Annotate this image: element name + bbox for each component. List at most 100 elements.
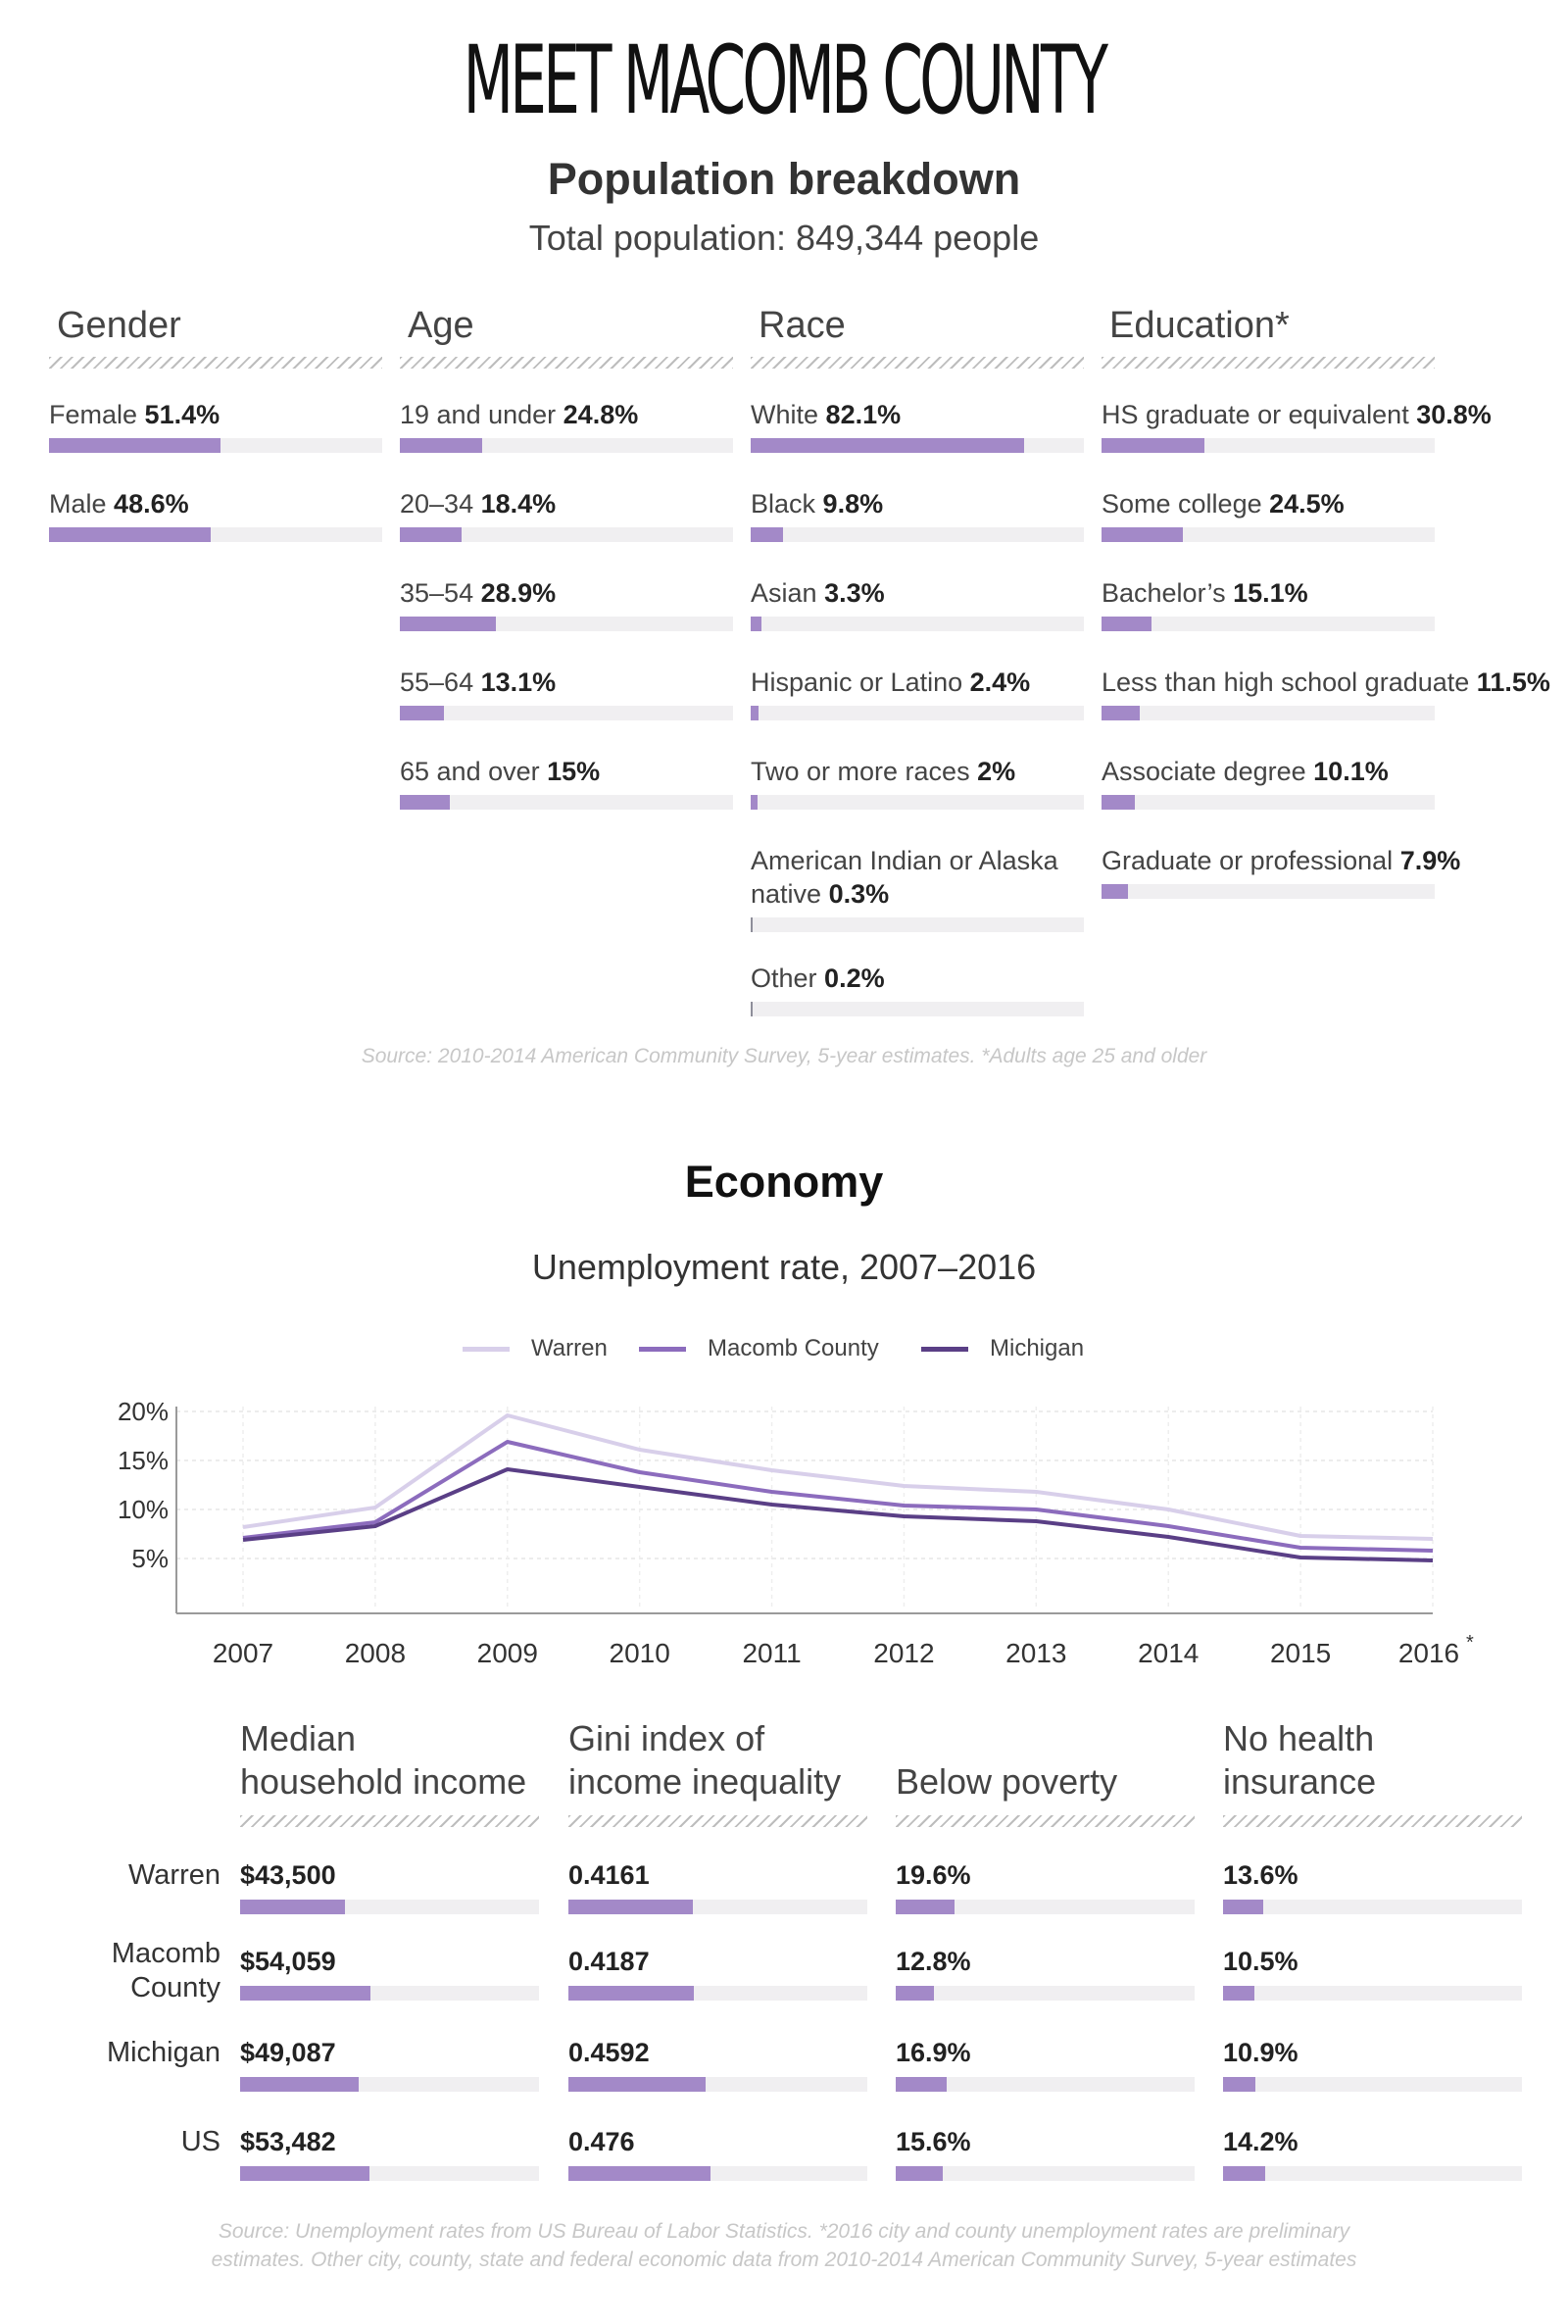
bar-fill [751,795,758,810]
bar-fill [1102,527,1184,542]
header-line: Below poverty [896,1761,1118,1802]
cell-value: 10.9% [1223,2038,1298,2067]
header-line: income inequality [568,1761,842,1802]
bar-fill [751,617,762,631]
x-tick-label: 2011 [742,1638,801,1668]
bar-track [240,2166,539,2181]
bar-fill [751,917,753,932]
row-label-line: Michigan [106,2037,220,2068]
bar-fill [1223,1986,1255,2001]
bar-fill [1102,617,1152,631]
legend-swatch-warren [463,1347,510,1353]
bar-track [896,1900,1195,1914]
stat-label: 65 and over 15% [400,755,733,788]
series-line-warren [242,1413,1434,1541]
table-cell: 0.476 [568,2125,867,2181]
bar-track [751,795,1084,810]
stat-label: Two or more races 2% [751,755,1084,788]
bar-fill [896,1986,935,2001]
column-header: Race [759,305,846,346]
stat-category: Some college [1102,489,1262,519]
bar-track [1102,617,1435,631]
stat-category: 20–34 [400,489,474,519]
stat-value: 24.5% [1269,489,1345,519]
cell-value: 16.9% [896,2038,971,2067]
stat-category: Associate degree [1102,757,1306,786]
stat-value: 51.4% [144,400,220,429]
y-tick-label: 20% [118,1397,169,1426]
stat-row: Less than high school graduate 11.5% [1102,666,1550,755]
stat-label: Black 9.8% [751,487,1084,520]
stat-row: Graduate or professional 7.9% [1102,844,1460,933]
bar-track [896,2166,1195,2181]
bar-fill [751,706,760,720]
stat-label: Associate degree 10.1% [1102,755,1435,788]
row-label-line: Warren [128,1859,220,1891]
column-header: Education* [1109,305,1290,346]
bar-fill [568,2077,707,2092]
stat-category: Less than high school graduate [1102,668,1470,697]
bar-fill [568,1986,694,2001]
y-tick-label: 15% [118,1446,169,1475]
stat-category: Male [49,489,107,519]
cell-value: $49,087 [240,2038,336,2067]
bar-fill [240,1900,345,1914]
stat-row: 35–54 28.9% [400,576,733,666]
stat-category: Other [751,964,817,993]
legend-label: Michigan [990,1335,1085,1361]
y-tick-label: 10% [118,1495,169,1524]
bar-track [751,438,1084,453]
stat-category: 55–64 [400,668,474,697]
stat-row: 19 and under 24.8% [400,398,733,487]
column-race: Race White 82.1% Black 9.8% Asian 3.3% Hispa… [751,296,1084,1051]
stat-row: HS graduate or equivalent 30.8% [1102,398,1492,487]
cell-value: 10.5% [1223,1947,1298,1976]
table-cell: 16.9% [896,2036,1195,2092]
unemployment-line-chart: 20% 15% 10% 5% 2007 2008 2009 2010 2011 2012 2013 2… [118,1397,1474,1668]
table-cell: 19.6% [896,1858,1195,1914]
stat-label: Hispanic or Latino 2.4% [751,666,1084,699]
stat-row: Male 48.6% [49,487,382,576]
stat-label: Asian 3.3% [751,576,1084,610]
x-tick-label: 2015 [1270,1638,1331,1668]
bar-track [568,1986,867,2001]
table-cell: $43,500 [240,1858,539,1914]
cell-value: 12.8% [896,1947,971,1976]
economy-heading: Economy [684,1157,884,1207]
stat-row: Female 51.4% [49,398,382,487]
table-cell: 0.4161 [568,1858,867,1914]
header-no-health-insurance: No health insurance [1223,1715,1522,1804]
bar-fill [1102,795,1136,810]
row-label: Macomb County [59,1937,220,2005]
stat-label: 55–64 13.1% [400,666,733,699]
hatch-divider [1102,357,1435,369]
stat-value: 15.1% [1233,578,1308,608]
stat-value: 0.2% [824,964,885,993]
x-tick-label: 2008 [345,1638,406,1668]
bar-fill [568,1900,693,1914]
bar-track [568,2166,867,2181]
stat-label: White 82.1% [751,398,1084,431]
bar-fill [49,438,220,453]
bar-fill [240,2166,369,2181]
stat-value: 2.4% [969,668,1031,697]
row-label: Warren [59,1858,220,1893]
bar-track [49,527,382,542]
economy-source-line-1: Source: Unemployment rates from US Burea… [218,2220,1350,2243]
column-header: Gender [57,305,181,346]
bar-track [400,706,733,720]
hatch-divider [49,357,382,369]
bar-fill [1102,706,1141,720]
cell-value: $43,500 [240,1860,336,1890]
x-tick-label: 2014 [1138,1638,1199,1668]
cell-value: $54,059 [240,1947,336,1976]
population-source: Source: 2010-2014 American Community Sur… [361,1045,1207,1067]
stat-value: 24.8% [563,400,639,429]
main-title: MEET MACOMB COUNTY [463,25,1108,135]
legend-item-macomb: Macomb County [639,1329,879,1368]
bar-track [1102,795,1435,810]
bar-fill [1223,2077,1256,2092]
stat-row: Two or more races 2% [751,755,1084,844]
table-cell: 0.4592 [568,2036,867,2092]
table-cell: $53,482 [240,2125,539,2181]
